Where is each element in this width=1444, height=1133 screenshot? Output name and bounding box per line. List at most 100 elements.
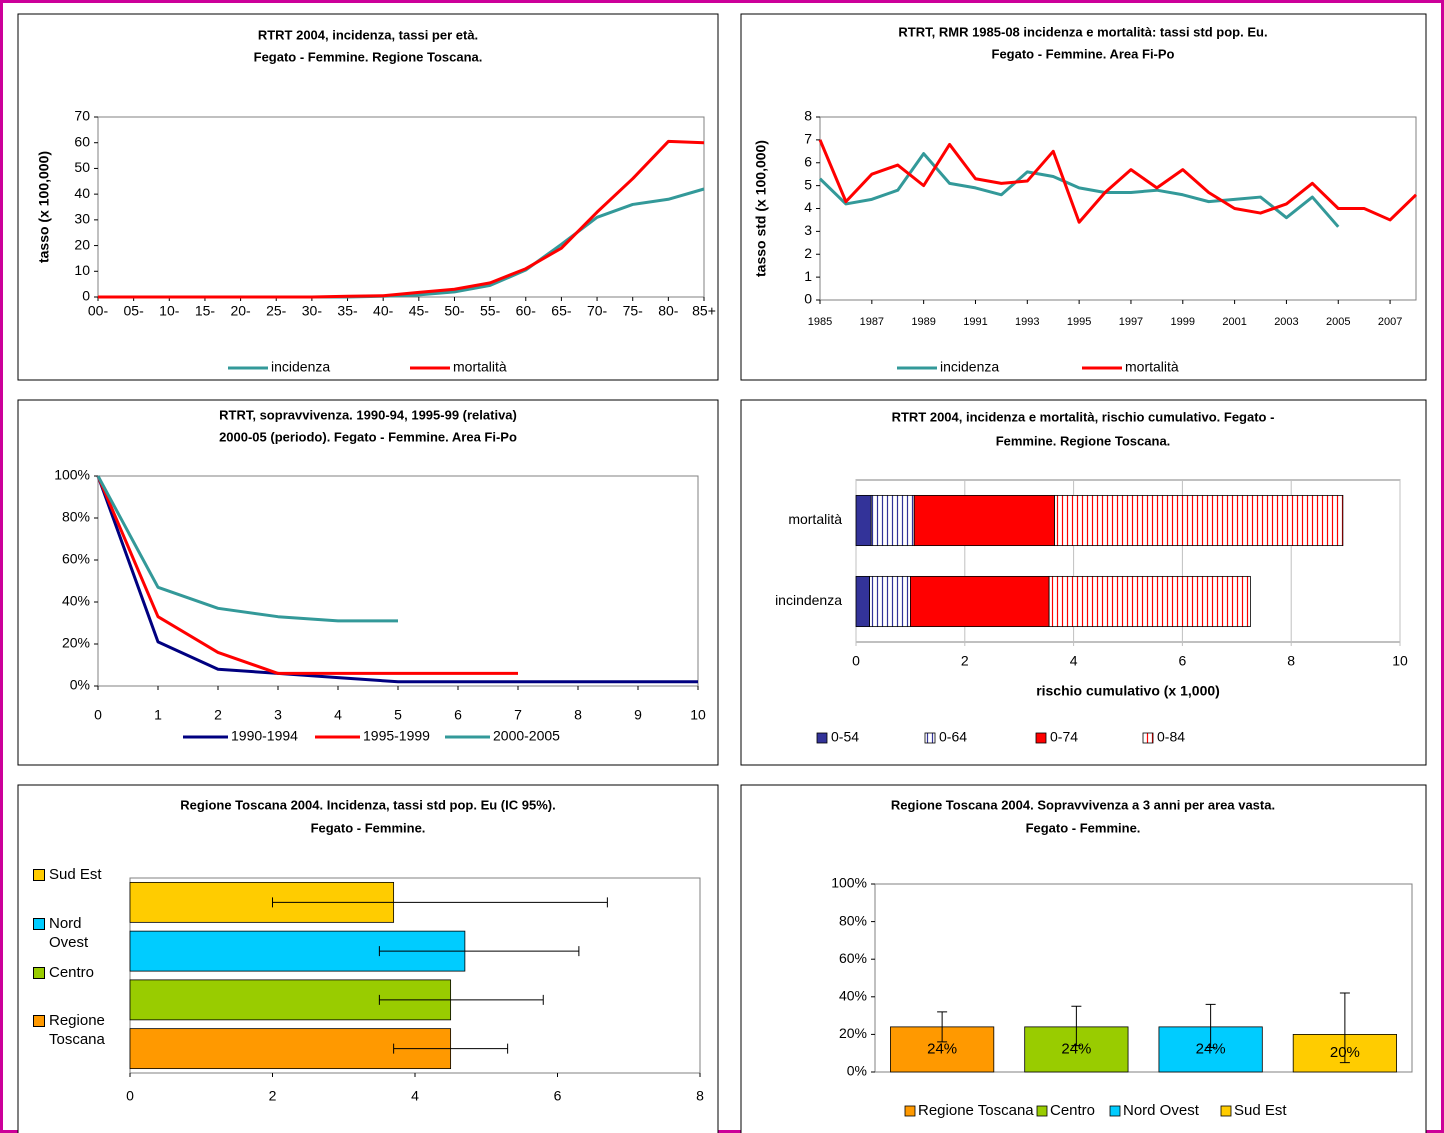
legend-item: Sud Est: [33, 865, 123, 884]
x-tick-label: 8: [696, 1088, 704, 1104]
panel: [740, 784, 1427, 1133]
y-tick-label: 6: [804, 153, 812, 169]
x-tick-label: 1: [154, 707, 162, 723]
legend-swatch: [33, 869, 45, 881]
x-tick-label: 2003: [1274, 316, 1298, 328]
x-tick-label: 80-: [658, 303, 679, 319]
y-tick-label: 0: [82, 288, 90, 304]
x-tick-label: 50-: [444, 303, 465, 319]
legend-label: 0-84: [1157, 729, 1185, 745]
error-bar: [272, 897, 608, 908]
bar-segment: [910, 575, 1050, 628]
x-tick-label: 10: [690, 707, 706, 723]
chart-title: Fegato - Femmine. Regione Toscana.: [254, 49, 483, 64]
bar-segment: [1054, 494, 1344, 547]
y-tick-label: 30: [74, 211, 90, 227]
legend-label: Nord Ovest: [49, 914, 89, 951]
x-tick-label: 1991: [963, 316, 987, 328]
legend-swatch: [1142, 732, 1154, 744]
x-tick-label: 7: [514, 707, 522, 723]
x-tick-label: 8: [1287, 653, 1295, 669]
legend-item: Regione Toscana: [33, 1011, 123, 1049]
panel: [17, 13, 719, 381]
x-tick-label: 1999: [1171, 316, 1195, 328]
category-label: mortalità: [788, 511, 842, 527]
x-tick-label: 1985: [808, 316, 832, 328]
x-tick-label: 1987: [860, 316, 884, 328]
legend-label: Centro: [49, 963, 95, 981]
legend-swatch: [924, 732, 936, 744]
chart-title: Regione Toscana 2004. Sopravvivenza a 3 …: [891, 797, 1275, 812]
error-bar: [1071, 1005, 1082, 1047]
x-tick-label: 00-: [88, 303, 109, 319]
plot-area: [874, 883, 1413, 1073]
y-tick-label: 80%: [839, 912, 867, 928]
series-line: [818, 139, 1418, 224]
y-tick-label: 40%: [62, 593, 90, 609]
y-tick-label: 4: [804, 199, 812, 215]
x-tick-label: 30-: [302, 303, 323, 319]
x-tick-label: 1997: [1119, 316, 1143, 328]
x-tick-label: 70-: [587, 303, 608, 319]
series-line: [96, 475, 398, 623]
legend-label: Centro: [1050, 1102, 1095, 1119]
legend-item: Centro: [33, 963, 123, 982]
y-tick-label: 50: [74, 159, 90, 175]
y-tick-label: 20%: [62, 635, 90, 651]
bar-segment: [869, 575, 911, 628]
y-tick-label: 5: [804, 176, 812, 192]
y-tick-label: 2: [804, 245, 812, 261]
x-tick-label: 0: [94, 707, 102, 723]
bar-segment: [1048, 575, 1251, 628]
x-tick-label: 3: [274, 707, 282, 723]
x-tick-label: 6: [1179, 653, 1187, 669]
x-tick-label: 1995: [1067, 316, 1091, 328]
x-tick-label: 15-: [195, 303, 216, 319]
y-axis-label: tasso std (x 100,000): [753, 140, 769, 277]
error-bar: [937, 1011, 948, 1043]
x-tick-label: 2: [214, 707, 222, 723]
legend-label: Regione Toscana: [49, 1012, 105, 1049]
panel: [17, 399, 719, 766]
y-tick-label: 20: [74, 236, 90, 252]
y-tick-label: 100%: [54, 467, 90, 483]
series-line: [98, 139, 705, 299]
legend-label: Sud Est: [1234, 1102, 1287, 1119]
error-bar: [378, 946, 580, 957]
y-tick-label: 60: [74, 133, 90, 149]
chart-title: Regione Toscana 2004. Incidenza, tassi s…: [180, 797, 555, 812]
y-tick-label: 10: [74, 262, 90, 278]
x-tick-label: 65-: [551, 303, 572, 319]
x-tick-label: 05-: [124, 303, 145, 319]
x-tick-label: 10: [1392, 653, 1408, 669]
legend-swatch: [33, 1015, 45, 1028]
legend-label: incidenza: [940, 359, 999, 375]
x-tick-label: 2005: [1326, 316, 1350, 328]
x-tick-label: 75-: [623, 303, 644, 319]
legend-item: Nord Ovest: [33, 914, 123, 952]
y-tick-label: 60%: [62, 551, 90, 567]
x-tick-label: 2001: [1222, 316, 1246, 328]
bar-segment: [855, 575, 871, 628]
chart-title: RTRT 2004, incidenza, tassi per età.: [258, 27, 478, 42]
x-tick-label: 2: [269, 1088, 277, 1104]
legend-swatch: [1109, 1105, 1121, 1117]
x-tick-label: 8: [574, 707, 582, 723]
value-label: 24%: [927, 1040, 957, 1057]
x-tick-label: 1989: [911, 316, 935, 328]
error-bar: [1339, 992, 1350, 1064]
x-tick-label: 0: [852, 653, 860, 669]
x-tick-label: 5: [394, 707, 402, 723]
y-tick-label: 20%: [839, 1025, 867, 1041]
x-tick-label: 10-: [159, 303, 180, 319]
y-tick-label: 3: [804, 222, 812, 238]
error-bar: [1205, 1003, 1216, 1049]
legend-label: 2000-2005: [493, 728, 560, 744]
y-tick-label: 100%: [831, 875, 867, 891]
x-tick-label: 35-: [337, 303, 358, 319]
x-tick-label: 45-: [409, 303, 430, 319]
chart-title: Fegato - Femmine. Area Fi-Po: [992, 46, 1175, 61]
legend-swatch: [1036, 1105, 1048, 1117]
